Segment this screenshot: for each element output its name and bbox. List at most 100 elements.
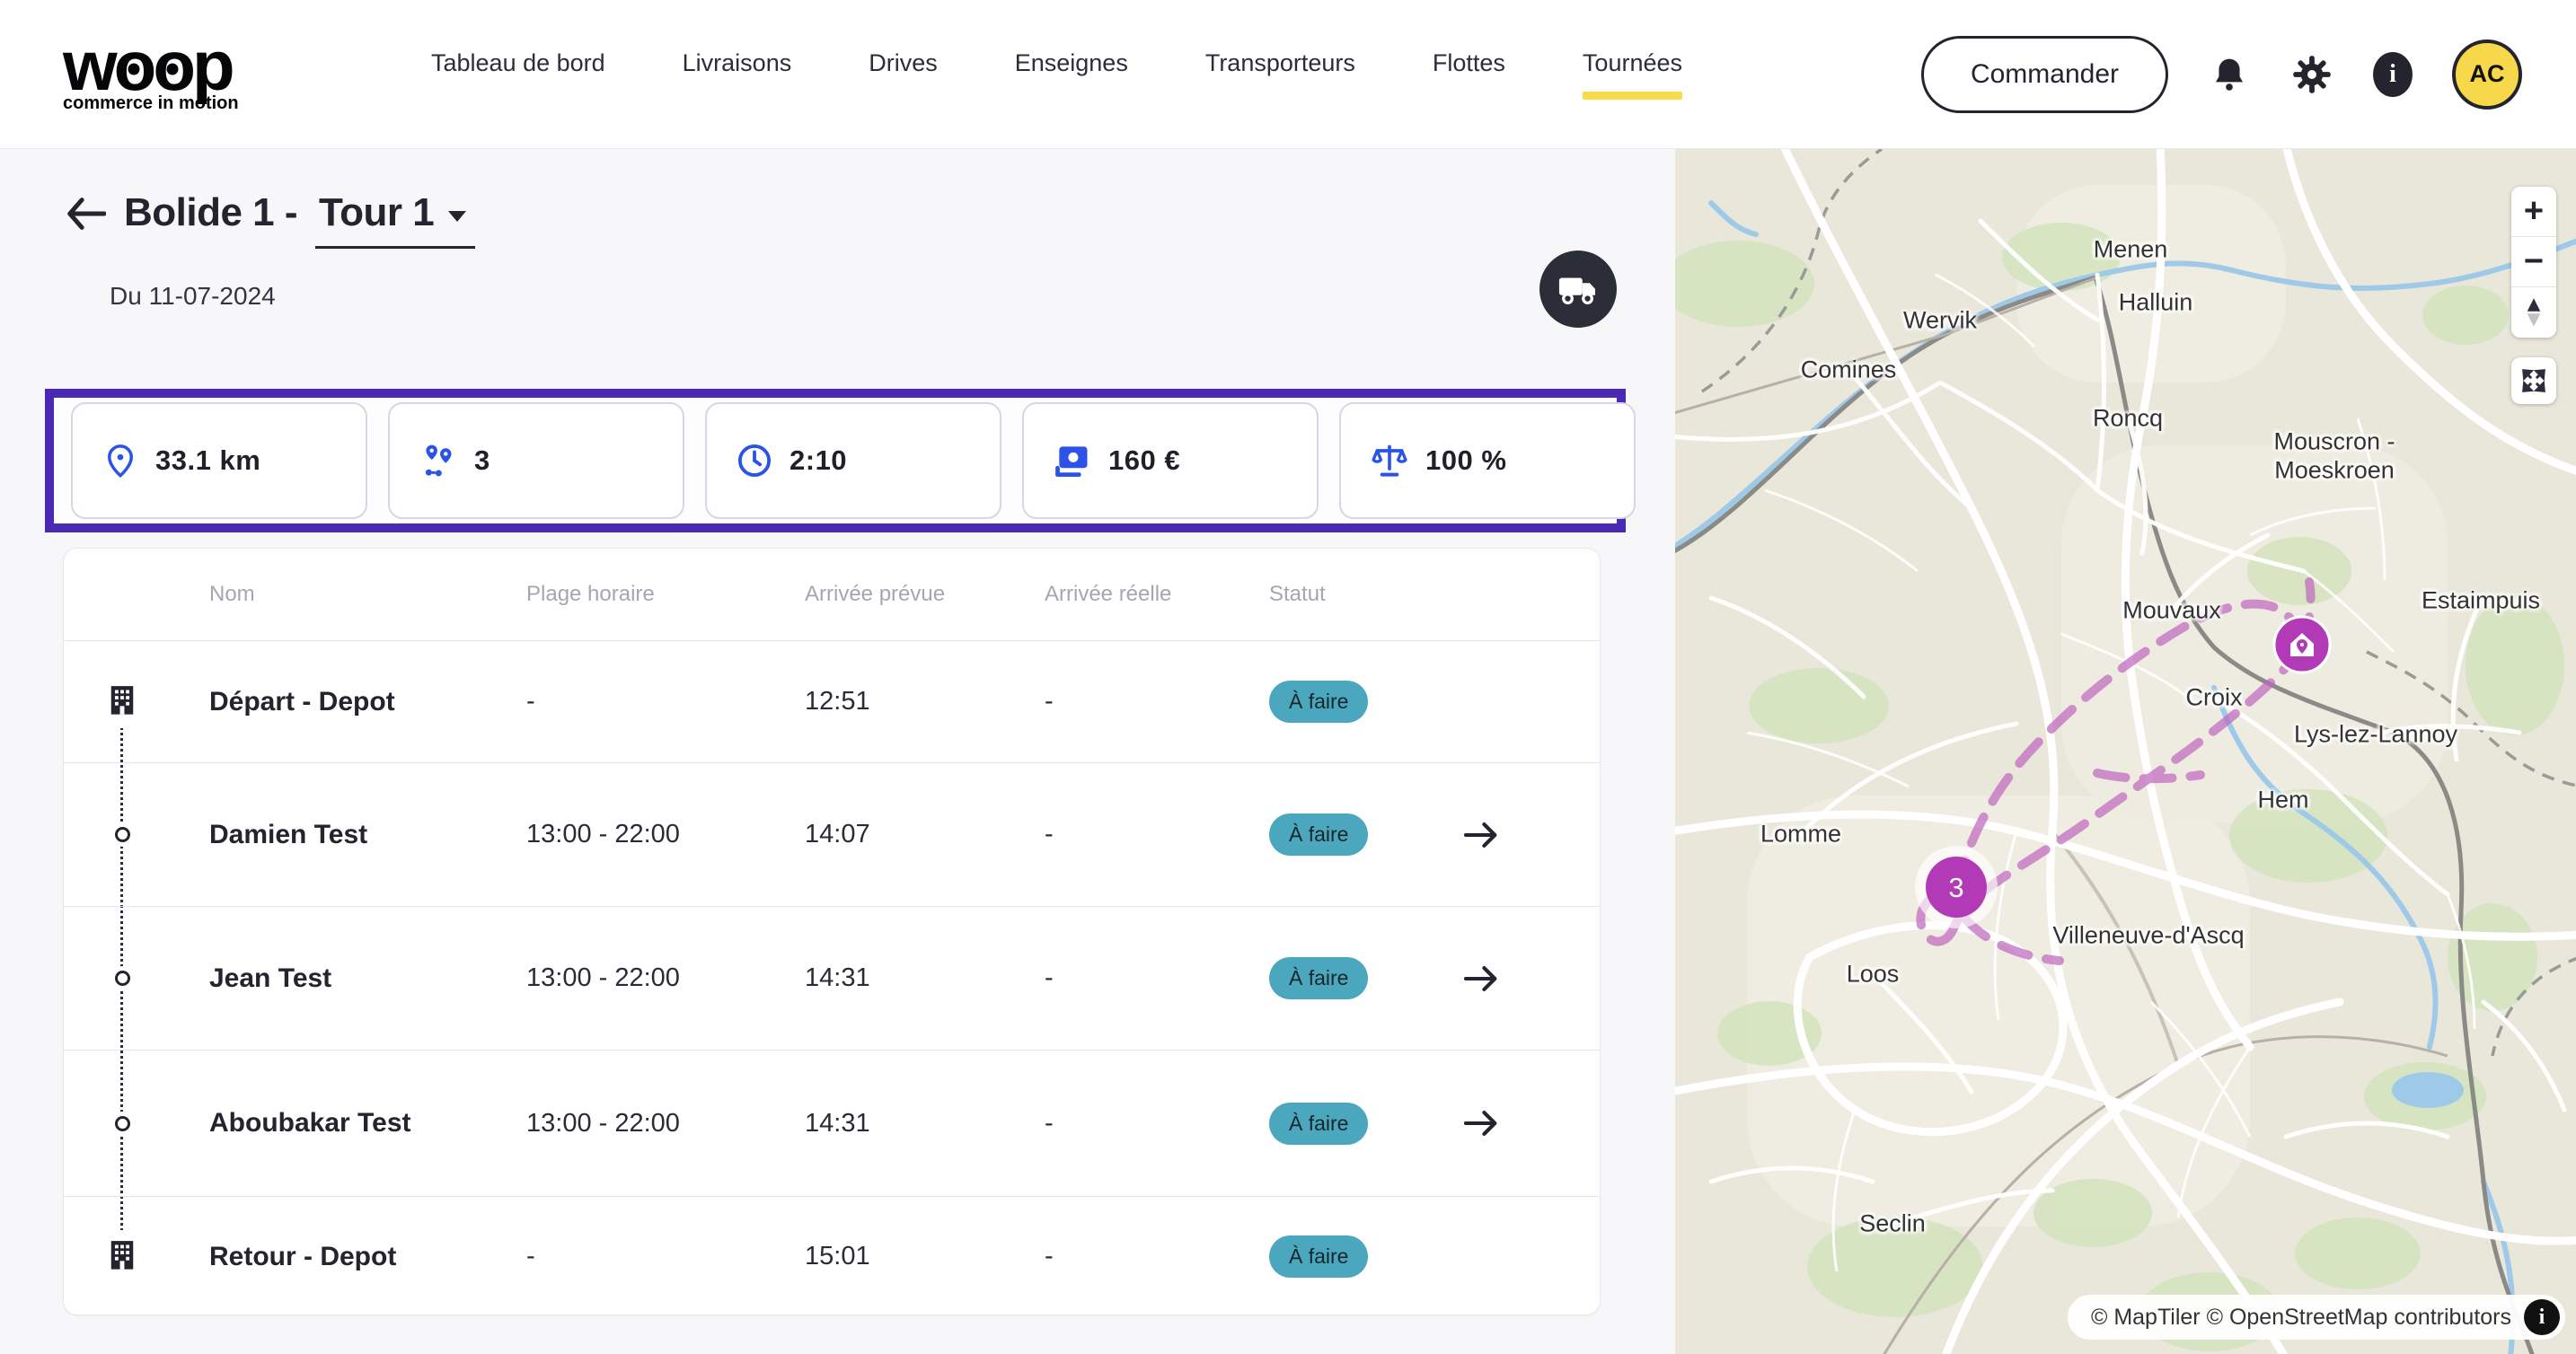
map-canvas[interactable]: 3 Menen Halluin Wervik Comines Roncq Mou…	[1675, 149, 2576, 1354]
nav-right-actions: Commander	[1921, 36, 2522, 113]
stop-actual-arrival: -	[1045, 1109, 1269, 1139]
status-badge: À faire	[1269, 1103, 1368, 1145]
avatar[interactable]: AC	[2452, 40, 2522, 110]
table-row-depart-depot: Départ - Depot - 12:51 - À faire	[64, 640, 1600, 762]
svg-text:3: 3	[1948, 872, 1963, 903]
stop-node-icon	[115, 827, 130, 842]
map-pin-icon	[101, 442, 139, 479]
stop-actual-arrival: -	[1045, 963, 1269, 993]
truck-icon	[1557, 271, 1599, 307]
tour-name: Tour 1	[319, 190, 434, 235]
nav-item-tableau-de-bord[interactable]: Tableau de bord	[431, 49, 605, 100]
stop-name: Retour - Depot	[209, 1242, 526, 1272]
nav-item-transporteurs[interactable]: Transporteurs	[1205, 49, 1355, 100]
stop-slot: -	[526, 1242, 805, 1271]
attribution-text: © MapTiler © OpenStreetMap contributors	[2091, 1305, 2511, 1331]
nav-item-flottes[interactable]: Flottes	[1433, 49, 1505, 100]
stat-distance: 33.1 km	[71, 402, 367, 519]
depot-marker[interactable]	[2274, 617, 2330, 673]
stop-planned-arrival: 14:07	[805, 820, 1045, 849]
depot-building-icon	[101, 1230, 143, 1283]
depot-building-icon	[101, 675, 143, 728]
stop-node-icon	[115, 971, 130, 986]
route-pins-icon	[419, 441, 458, 480]
stop-slot: 13:00 - 22:00	[526, 963, 805, 993]
woop-logo-tagline: commerce in motion	[63, 93, 332, 114]
info-icon[interactable]: i	[2373, 52, 2413, 97]
stop-name: Départ - Depot	[209, 687, 526, 717]
stat-cost-value: 160 €	[1108, 444, 1180, 477]
clock-icon	[736, 442, 773, 479]
map-attribution: © MapTiler © OpenStreetMap contributors …	[2068, 1295, 2565, 1340]
compass-icon	[2522, 297, 2545, 328]
zoom-out-button[interactable]: −	[2511, 237, 2556, 287]
status-badge: À faire	[1269, 957, 1368, 999]
chevron-down-icon	[448, 211, 466, 222]
open-stop-arrow-icon[interactable]	[1462, 1108, 1500, 1139]
vehicle-button[interactable]	[1539, 251, 1617, 328]
stop-planned-arrival: 14:31	[805, 963, 1045, 993]
stop-node-icon	[115, 1116, 130, 1131]
map-zoom-controls: + −	[2511, 187, 2556, 338]
stat-cost: 160 €	[1022, 402, 1319, 519]
cluster-marker[interactable]: 3	[1915, 846, 1998, 928]
tour-title-row: Bolide 1 - Tour 1	[65, 190, 475, 249]
stop-planned-arrival: 12:51	[805, 687, 1045, 717]
table-row-aboubakar-test[interactable]: Aboubakar Test 13:00 - 22:00 14:31 - À f…	[64, 1050, 1600, 1196]
main-nav: Tableau de bord Livraisons Drives Enseig…	[431, 49, 1682, 100]
back-arrow-icon[interactable]	[65, 196, 106, 236]
stop-name: Aboubakar Test	[209, 1108, 526, 1139]
nav-item-tournees[interactable]: Tournées	[1583, 49, 1682, 100]
attribution-info-icon[interactable]: i	[2524, 1299, 2560, 1335]
active-tab-underline	[1583, 92, 1682, 100]
tour-select-dropdown[interactable]: Tour 1	[315, 190, 475, 249]
stop-slot: 13:00 - 22:00	[526, 1109, 805, 1139]
stop-planned-arrival: 14:31	[805, 1109, 1045, 1139]
status-badge: À faire	[1269, 681, 1368, 723]
table-row-damien-test[interactable]: Damien Test 13:00 - 22:00 14:07 - À fair…	[64, 762, 1600, 906]
gear-icon[interactable]	[2290, 53, 2333, 96]
col-arrivee-prevue: Arrivée prévue	[805, 582, 1045, 607]
stat-distance-value: 33.1 km	[155, 444, 260, 477]
fullscreen-button[interactable]	[2511, 357, 2556, 404]
stat-fill-rate-value: 100 %	[1425, 444, 1506, 477]
nav-item-drives[interactable]: Drives	[869, 49, 938, 100]
stop-slot: 13:00 - 22:00	[526, 820, 805, 849]
stop-actual-arrival: -	[1045, 1242, 1269, 1271]
woop-logo[interactable]: woop commerce in motion	[63, 34, 332, 114]
table-row-jean-test[interactable]: Jean Test 13:00 - 22:00 14:31 - À faire	[64, 906, 1600, 1050]
app-root: woop commerce in motion Tableau de bord …	[0, 0, 2576, 1354]
woop-logo-word: woop	[63, 34, 332, 97]
bell-icon[interactable]	[2208, 53, 2251, 96]
status-badge: À faire	[1269, 1235, 1368, 1278]
stop-actual-arrival: -	[1045, 820, 1269, 849]
col-plage-horaire: Plage horaire	[526, 582, 805, 607]
table-header-row: Nom Plage horaire Arrivée prévue Arrivée…	[64, 549, 1600, 640]
nav-item-enseignes[interactable]: Enseignes	[1015, 49, 1128, 100]
col-statut: Statut	[1269, 582, 1462, 607]
stop-actual-arrival: -	[1045, 687, 1269, 717]
page-title: Bolide 1 -	[124, 190, 297, 235]
basemap-tiles: 3	[1675, 149, 2576, 1354]
open-stop-arrow-icon[interactable]	[1462, 820, 1500, 850]
banknote-icon	[1053, 441, 1092, 480]
tour-date: Du 11-07-2024	[110, 282, 276, 311]
tour-detail-panel: Bolide 1 - Tour 1 Du 11-07-2024 3	[0, 149, 1675, 1354]
nav-item-livraisons[interactable]: Livraisons	[683, 49, 792, 100]
stop-slot: -	[526, 687, 805, 717]
open-stop-arrow-icon[interactable]	[1462, 963, 1500, 994]
stat-stops: 3	[388, 402, 684, 519]
stop-name: Jean Test	[209, 963, 526, 994]
table-row-retour-depot: Retour - Depot - 15:01 - À faire	[64, 1196, 1600, 1316]
compass-button[interactable]	[2511, 287, 2556, 338]
status-badge: À faire	[1269, 813, 1368, 856]
stat-duration: 2:10	[705, 402, 1001, 519]
col-nom: Nom	[209, 582, 526, 607]
stat-duration-value: 2:10	[790, 444, 847, 477]
zoom-in-button[interactable]: +	[2511, 187, 2556, 237]
stops-table: Nom Plage horaire Arrivée prévue Arrivée…	[63, 548, 1601, 1315]
fullscreen-icon	[2520, 367, 2547, 394]
stat-stops-value: 3	[474, 444, 490, 477]
commander-button[interactable]: Commander	[1921, 36, 2168, 113]
stat-fill-rate: 100 %	[1339, 402, 1636, 519]
